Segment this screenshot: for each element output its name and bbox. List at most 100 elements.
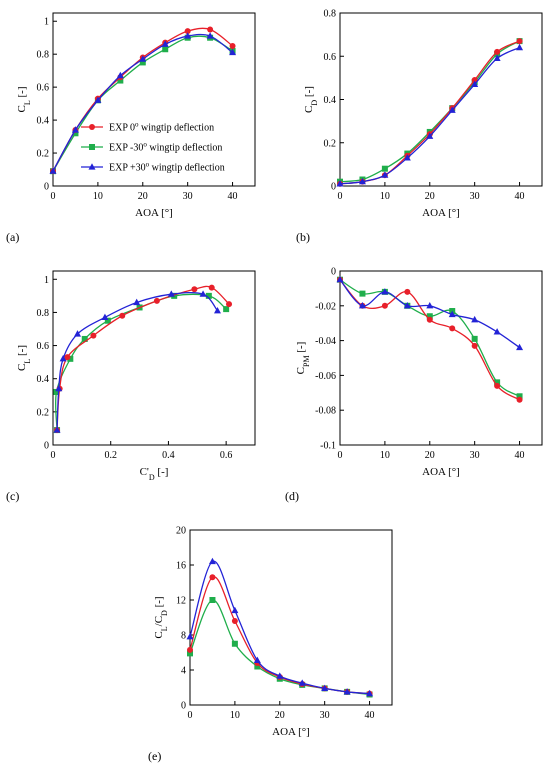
data-point	[471, 80, 479, 87]
data-point	[119, 312, 126, 319]
y-tick-label: -0.04	[315, 336, 336, 347]
data-point	[187, 650, 193, 657]
y-tick-label: 0.4	[37, 374, 50, 385]
x-axis-label-sub: D	[149, 473, 155, 482]
data-point	[381, 165, 388, 172]
y-axis-label: CL/CD [-]	[153, 596, 169, 638]
data-point	[516, 396, 523, 403]
data-point	[471, 342, 478, 349]
series-2	[336, 275, 524, 351]
series-line	[56, 285, 230, 431]
data-point	[64, 354, 71, 361]
legend-label-main: EXP -30	[109, 143, 143, 154]
x-tick-label: 10	[93, 191, 103, 202]
series-line	[339, 47, 520, 185]
data-point	[494, 379, 501, 386]
data-point	[184, 28, 191, 35]
y-tick-label: 0.8	[37, 308, 50, 319]
y-axis-label-unit: [-]	[16, 87, 28, 101]
x-tick-label: 30	[183, 191, 193, 202]
legend-entry: EXP 0o wingtip deflection	[81, 121, 214, 134]
x-tick-label: 0	[51, 191, 56, 202]
x-tick-label: 20	[138, 191, 148, 202]
y-tick-label: 0	[331, 182, 336, 193]
series-2	[49, 32, 237, 174]
data-point	[516, 343, 524, 351]
data-point	[187, 646, 193, 653]
data-point	[199, 290, 207, 297]
data-point	[74, 330, 82, 337]
chart-a: 0 10 20 30 40 0 0.2 0.4 0.6 0.8 1 AOA [°] CL [-] (a)	[6, 12, 256, 244]
x-tick-label: 40	[228, 191, 238, 202]
data-point	[208, 284, 215, 291]
y-tick-label: 0.4	[37, 116, 50, 127]
data-point	[133, 298, 141, 306]
data-point	[516, 43, 524, 51]
data-point	[101, 313, 109, 320]
data-point	[161, 40, 169, 47]
x-tick-label: 30	[470, 191, 480, 202]
data-point	[253, 656, 261, 663]
data-point	[516, 393, 523, 400]
panel-label: (a)	[6, 230, 19, 244]
legend-degree: o	[135, 121, 139, 129]
chart-e: 0 10 20 30 40 0 4 8 12 16 20 AOA [°] CL/CD [-] (e)	[148, 526, 393, 763]
data-point	[359, 290, 366, 297]
data-point	[117, 77, 124, 84]
y-axis-label-sub2: D	[160, 610, 169, 616]
data-point	[403, 302, 411, 309]
data-point	[336, 180, 344, 187]
x-tick-label: 0	[188, 710, 193, 721]
data-point	[298, 679, 306, 686]
data-point	[358, 177, 366, 185]
plot-frame	[339, 270, 543, 446]
legend-marker	[89, 144, 95, 150]
y-tick-label: 0.6	[37, 83, 50, 94]
data-point	[53, 388, 60, 395]
y-tick-label: 1	[44, 275, 49, 286]
y-tick-label: 0.4	[324, 95, 337, 106]
data-point	[231, 606, 239, 614]
data-point	[471, 335, 478, 342]
data-point	[104, 317, 111, 324]
series-0	[54, 284, 233, 434]
y-axis-label: CL [-]	[16, 345, 32, 371]
data-point	[229, 48, 237, 56]
data-point	[449, 325, 456, 332]
data-point	[381, 171, 389, 178]
legend-label-main: EXP +30	[109, 163, 146, 174]
data-point	[254, 663, 261, 670]
x-axis-label: AOA [°]	[422, 466, 460, 478]
data-point	[206, 32, 214, 39]
chart-b: 0 10 20 30 40 0 0.2 0.4 0.6 0.8 AOA [°] CD [-] (b)	[296, 9, 543, 244]
data-point	[167, 290, 175, 297]
y-tick-label: 0.8	[37, 50, 50, 61]
y-axis-label-unit: [-]	[295, 342, 307, 356]
y-tick-label: 0.8	[324, 9, 337, 20]
data-point	[81, 335, 88, 342]
data-point	[139, 55, 147, 62]
y-tick-label: -0.1	[320, 441, 336, 452]
data-point	[426, 316, 433, 323]
legend-degree: o	[143, 141, 147, 149]
series-line	[56, 291, 219, 431]
plot-frame	[52, 12, 256, 187]
legend-marker	[89, 124, 95, 130]
x-axis-label-main: C'	[140, 466, 149, 478]
y-tick-label: 0.6	[324, 52, 337, 63]
data-point	[426, 302, 434, 309]
data-point	[336, 275, 344, 283]
data-point	[55, 384, 63, 392]
y-tick-label: 8	[181, 631, 186, 642]
data-point	[191, 286, 198, 293]
legend-label: EXP -30o wingtip deflection	[109, 141, 222, 154]
x-tick-label: 10	[380, 191, 390, 202]
x-tick-label: 20	[425, 450, 435, 461]
chart-c: 0 0.2 0.4 0.600.20.40.60.81C'D [-]CL [-](c)	[6, 270, 256, 503]
series-2	[186, 557, 374, 697]
panel-label: (c)	[6, 489, 19, 503]
data-point	[209, 574, 216, 581]
data-point	[94, 96, 102, 103]
data-point	[184, 32, 192, 39]
legend-degree: o	[146, 161, 150, 169]
